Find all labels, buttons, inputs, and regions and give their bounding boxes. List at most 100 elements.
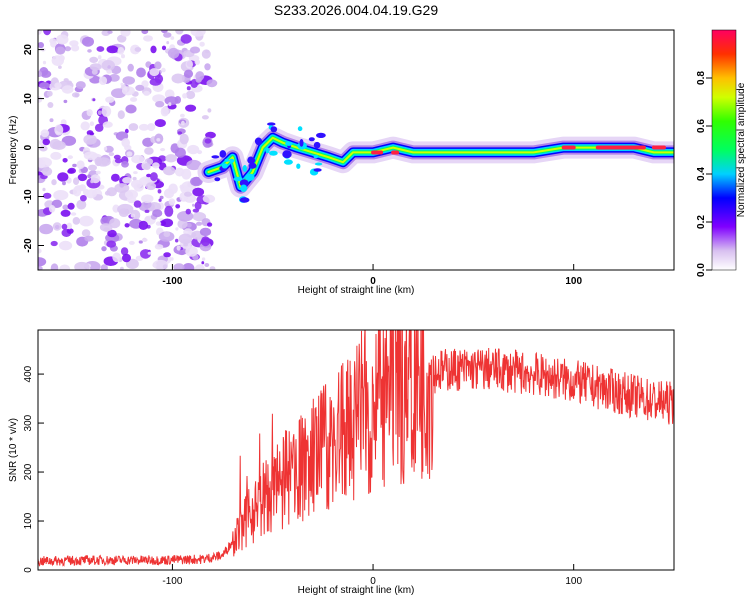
noise-blob	[50, 263, 59, 270]
noise-blob	[185, 246, 198, 257]
noise-blob	[187, 144, 200, 155]
colorbar-tick-label: 0.6	[696, 119, 707, 133]
noise-blob	[146, 173, 152, 178]
noise-blob	[141, 30, 149, 35]
noise-blob	[192, 212, 207, 222]
noise-blob	[133, 171, 138, 175]
ridge-spot	[267, 122, 276, 126]
noise-blob	[150, 172, 158, 182]
noise-blob	[114, 158, 123, 164]
colorbar-ticks: 0.0 0.2 0.4 0.6 0.8	[696, 71, 712, 277]
noise-blob	[125, 104, 137, 114]
colorbar-tick-label: 0.8	[696, 71, 707, 85]
ridge-spot	[233, 176, 243, 182]
noise-blob	[76, 199, 87, 210]
noise-blob	[150, 45, 157, 54]
noise-blob	[121, 54, 125, 59]
noise-blob	[47, 102, 54, 108]
noise-blob	[132, 176, 137, 181]
noise-blob	[175, 30, 184, 35]
noise-blob	[121, 161, 129, 168]
noise-blob	[38, 266, 43, 270]
chart-title: S233.2026.004.04.19.G29	[274, 2, 438, 18]
noise-blob	[62, 204, 69, 211]
snr-ytick-label: 100	[23, 512, 34, 529]
noise-blob	[64, 46, 72, 52]
noise-blob	[125, 189, 138, 200]
noise-blob	[39, 223, 54, 235]
noise-blob	[87, 49, 92, 53]
noise-blob	[194, 59, 200, 65]
noise-blob	[42, 187, 46, 192]
heatmap-xlabel: Height of straight line (km)	[298, 285, 415, 296]
ridge-spot	[239, 197, 250, 203]
noise-blob	[38, 248, 42, 254]
noise-blob	[101, 60, 116, 71]
ridge-spot	[248, 162, 257, 169]
noise-blob	[192, 208, 200, 213]
noise-blob	[201, 261, 205, 265]
noise-blob	[117, 34, 127, 43]
noise-blob	[49, 118, 54, 123]
noise-blob	[40, 70, 52, 78]
noise-blob	[131, 179, 143, 189]
noise-blob	[173, 263, 185, 270]
noise-blob	[195, 221, 203, 226]
noise-blob	[147, 123, 156, 132]
noise-blob	[100, 264, 108, 270]
noise-blob	[61, 85, 74, 94]
noise-blob	[127, 196, 137, 204]
ridge-spot	[282, 150, 292, 159]
noise-blob	[160, 148, 166, 152]
noise-blob	[52, 222, 62, 231]
noise-blob	[66, 80, 73, 85]
noise-blob	[155, 221, 162, 226]
noise-blob	[113, 154, 121, 160]
noise-blob	[59, 264, 71, 270]
noise-blob	[85, 189, 97, 199]
snr-xtick-label: 100	[565, 576, 582, 587]
noise-blob	[143, 163, 151, 170]
colorbar-tick-label: 0.2	[696, 215, 707, 229]
noise-blob	[179, 133, 189, 145]
noise-blob	[201, 236, 210, 247]
noise-blob	[204, 63, 211, 71]
noise-blob	[133, 200, 142, 208]
noise-blob	[101, 159, 108, 166]
noise-blob	[67, 167, 76, 174]
noise-blob	[178, 250, 185, 256]
heatmap-ytick-label: 10	[23, 93, 34, 105]
noise-blob	[154, 119, 166, 128]
noise-blob	[154, 244, 164, 250]
noise-blob	[107, 229, 117, 238]
noise-blob	[163, 32, 172, 38]
noise-blob	[77, 173, 88, 182]
noise-blob	[108, 152, 115, 157]
noise-blob	[190, 30, 206, 37]
noise-blob	[184, 191, 192, 197]
colorbar-gradient	[711, 29, 737, 271]
noise-blob	[177, 131, 183, 135]
noise-blob	[120, 247, 129, 256]
noise-blob	[201, 115, 209, 120]
snr-xtick-label: 0	[370, 576, 376, 587]
noise-blob	[145, 182, 157, 191]
noise-blob	[62, 158, 68, 163]
colorbar: 0.0 0.2 0.4 0.6 0.8 Normalized spectral ampl…	[696, 29, 747, 277]
ridge-spot	[242, 165, 247, 172]
ridge-spot	[313, 141, 321, 149]
noise-blob	[49, 138, 62, 150]
noise-blob	[53, 190, 69, 201]
colorbar-tick-label: 0.4	[696, 167, 707, 181]
noise-blob	[99, 223, 113, 232]
noise-blob	[96, 46, 105, 52]
noise-blob	[66, 228, 74, 234]
noise-blob	[205, 49, 210, 54]
noise-blob	[141, 194, 154, 203]
noise-blob	[181, 168, 192, 180]
ridge-spot	[297, 126, 303, 132]
noise-blob	[185, 90, 196, 100]
noise-blob	[131, 154, 145, 164]
noise-blob	[175, 204, 181, 209]
noise-blob	[163, 166, 176, 176]
